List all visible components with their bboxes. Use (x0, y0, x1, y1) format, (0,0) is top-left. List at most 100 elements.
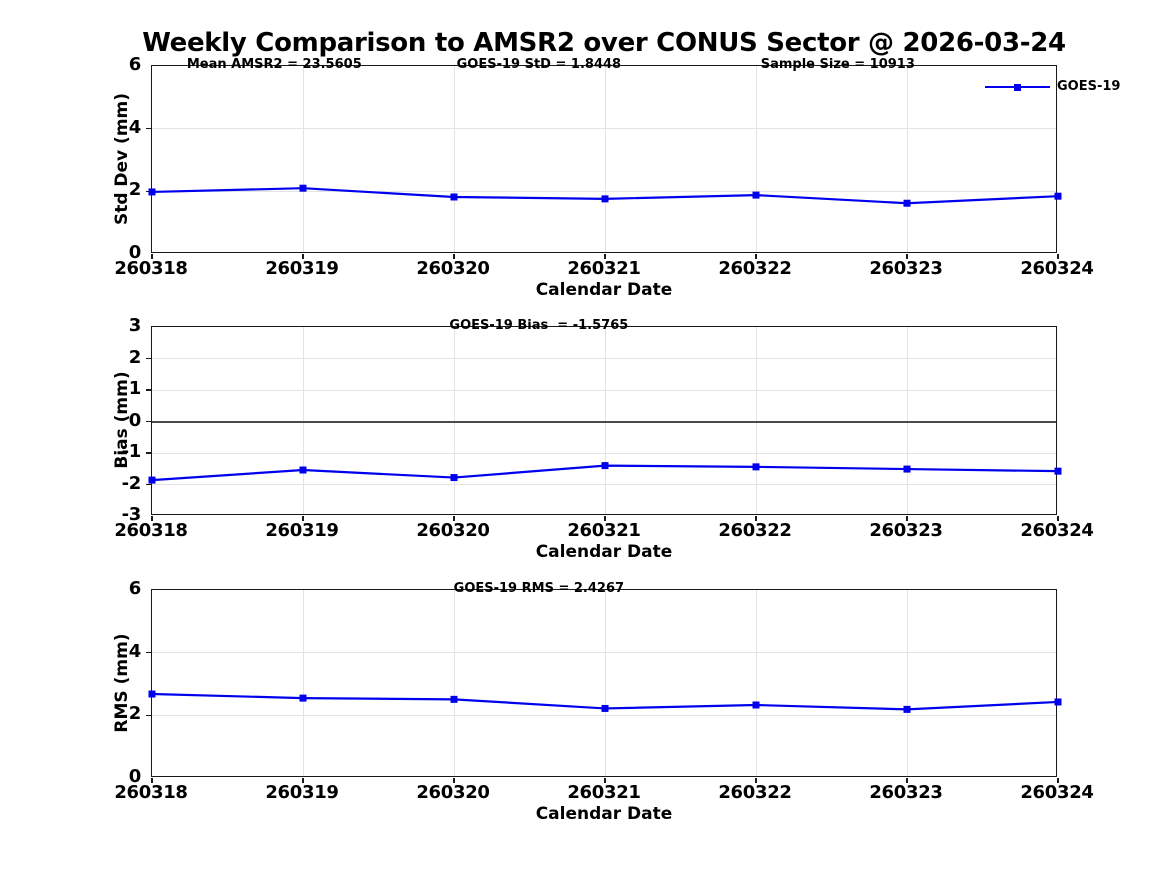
x-tick-label: 260319 (265, 782, 339, 803)
x-tick (1057, 515, 1059, 521)
data-point-marker (1054, 192, 1062, 200)
x-tick-label: 260320 (416, 520, 490, 541)
data-point-marker (903, 199, 911, 207)
y-axis-label: Std Dev (mm) (112, 92, 132, 226)
data-point-marker (903, 465, 911, 473)
x-tick-label: 260323 (869, 782, 943, 803)
x-tick (906, 253, 908, 259)
x-tick (755, 515, 757, 521)
x-tick-label: 260322 (718, 258, 792, 279)
x-axis-label: Calendar Date (535, 542, 673, 562)
x-tick (604, 777, 606, 783)
data-point-marker (903, 705, 911, 713)
plot-area-rms: GOES-19 RMS = 2.4267 (145, 581, 1062, 783)
data-point-marker (148, 188, 156, 196)
y-tick-label: -3 (121, 504, 142, 525)
data-point-marker (752, 463, 760, 471)
legend-line-sample (985, 83, 1050, 91)
y-tick-label: 2 (128, 703, 142, 725)
y-tick-label: 2 (128, 346, 142, 368)
annotation-text: GOES-19 Bias = -1.5765 (449, 318, 629, 333)
x-tick (1057, 253, 1059, 259)
x-tick (906, 515, 908, 521)
plot-area-bias: GOES-19 Bias = -1.5765 (145, 318, 1062, 521)
data-point-marker (601, 462, 609, 470)
x-tick (604, 515, 606, 521)
x-tick-label: 260320 (416, 258, 490, 279)
x-tick-label: 260324 (1020, 258, 1094, 279)
x-tick-label: 260323 (869, 520, 943, 541)
grid-line-horizontal (152, 389, 1056, 391)
y-axis-label: RMS (mm) (112, 633, 132, 733)
x-tick-label: 260319 (265, 258, 339, 279)
x-tick (453, 253, 455, 259)
data-point-marker (299, 694, 307, 702)
x-tick-label: 260322 (718, 520, 792, 541)
y-tick (145, 190, 151, 193)
data-point-marker (601, 704, 609, 712)
y-axis-label: Bias (mm) (112, 371, 132, 469)
x-tick (453, 515, 455, 521)
grid-line-horizontal (152, 190, 1056, 192)
grid-line-vertical (755, 327, 757, 514)
grid-line-horizontal (152, 452, 1056, 454)
grid-line-vertical (604, 66, 606, 252)
y-tick (145, 420, 151, 423)
y-tick-label: -2 (121, 472, 142, 494)
y-tick-label: 0 (128, 409, 142, 431)
y-tick-label: 6 (128, 578, 142, 599)
x-tick-label: 260318 (114, 520, 188, 541)
data-point-marker (299, 184, 307, 192)
legend: GOES-19 (985, 79, 1120, 95)
zero-reference-line (152, 420, 1056, 423)
goes19-line (151, 187, 1059, 205)
data-series-svg (148, 690, 1062, 713)
grid-line-vertical (302, 590, 304, 776)
data-point-marker (148, 476, 156, 484)
y-tick-label: 0 (128, 766, 142, 787)
data-point-marker (752, 191, 760, 199)
grid-line-vertical (302, 66, 304, 252)
data-point-marker (752, 701, 760, 709)
x-tick (604, 253, 606, 259)
grid-line-horizontal (152, 652, 1056, 654)
grid-line-vertical (906, 327, 908, 514)
x-tick-label: 260321 (567, 520, 641, 541)
y-tick (145, 714, 151, 717)
x-tick (453, 777, 455, 783)
annotation-text: Mean AMSR2 = 23.5605 (186, 57, 362, 72)
grid-line-horizontal (152, 484, 1056, 485)
data-point-marker (601, 195, 609, 203)
figure-title: Weekly Comparison to AMSR2 over CONUS Se… (142, 28, 1066, 58)
annotation-text: Sample Size = 10913 (760, 57, 915, 72)
y-tick-label: 2 (128, 179, 142, 201)
goes19-line (151, 692, 1059, 711)
x-tick-label: 260319 (265, 520, 339, 541)
x-tick (302, 253, 304, 259)
x-tick (302, 515, 304, 521)
x-tick-label: 260324 (1020, 520, 1094, 541)
y-tick (145, 452, 151, 454)
y-tick-label: 3 (128, 315, 142, 336)
data-series-svg (148, 462, 1062, 484)
grid-line-horizontal (152, 714, 1056, 716)
x-tick (1057, 777, 1059, 783)
x-tick-label: 260321 (567, 258, 641, 279)
y-tick-label: 4 (128, 116, 142, 138)
grid-line-vertical (906, 66, 908, 252)
y-tick-label: -1 (121, 441, 142, 462)
data-point-marker (450, 193, 458, 201)
data-point-marker (450, 695, 458, 703)
x-axis-label: Calendar Date (535, 280, 673, 300)
y-tick (145, 127, 151, 130)
x-tick-label: 260318 (114, 258, 188, 279)
x-tick-label: 260324 (1020, 782, 1094, 803)
data-point-marker (1054, 698, 1062, 706)
y-tick (145, 357, 151, 360)
grid-line-vertical (604, 327, 606, 514)
x-tick (906, 777, 908, 783)
x-tick (302, 777, 304, 783)
y-tick-label: 1 (128, 378, 142, 399)
